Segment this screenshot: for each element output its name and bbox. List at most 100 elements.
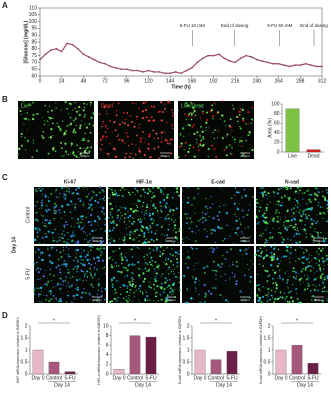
cell-signal xyxy=(128,281,131,284)
cell-signal xyxy=(44,232,47,235)
cell-signal xyxy=(126,135,130,138)
cell-signal xyxy=(313,242,315,244)
y-tick-label: 2 xyxy=(106,362,109,368)
cell-signal xyxy=(288,251,290,253)
cell-signal xyxy=(32,139,34,141)
cell-signal xyxy=(128,294,130,297)
cell-signal xyxy=(137,191,139,193)
cell-signal xyxy=(178,230,180,233)
micrograph xyxy=(178,101,254,159)
cell-signal xyxy=(166,142,169,145)
cell-signal xyxy=(287,238,289,240)
cell-signal xyxy=(178,216,181,219)
cell-signal xyxy=(251,149,253,151)
cell-signal xyxy=(111,286,114,289)
cell-signal xyxy=(235,280,238,283)
cell-signal xyxy=(80,251,82,253)
cell-signal xyxy=(55,286,57,288)
cell-signal xyxy=(102,135,105,138)
column-label: N-cad xyxy=(285,179,299,185)
cell-signal xyxy=(145,116,148,119)
cell-signal xyxy=(153,119,156,122)
cell-signal xyxy=(36,235,39,238)
cell-signal xyxy=(133,203,135,205)
cell-signal xyxy=(102,240,105,242)
cell-signal xyxy=(284,297,286,300)
cell-signal xyxy=(33,262,35,265)
cell-signal xyxy=(91,238,93,240)
cell-signal xyxy=(318,243,321,245)
x-tick-label: 24 xyxy=(59,78,65,84)
cell-signal xyxy=(200,125,202,128)
cell-signal xyxy=(210,251,212,253)
cell-signal xyxy=(97,289,100,292)
cell-signal xyxy=(295,241,298,244)
cell-signal xyxy=(302,251,305,254)
cell-signal xyxy=(160,275,162,277)
cell-signal xyxy=(104,223,106,226)
cell-signal xyxy=(74,207,76,209)
cell-signal xyxy=(123,221,126,223)
cell-signal xyxy=(65,265,68,268)
cell-signal xyxy=(120,301,122,303)
cell-signal xyxy=(37,278,39,280)
cell-signal xyxy=(174,289,176,291)
cell-signal xyxy=(242,291,244,293)
cell-signal xyxy=(231,272,234,274)
x-tick-label: 48 xyxy=(81,78,87,84)
cell-signal xyxy=(270,218,272,220)
cell-signal xyxy=(84,273,86,275)
cell-signal xyxy=(323,286,326,289)
cell-signal xyxy=(316,270,318,272)
cell-signal xyxy=(291,224,293,227)
cell-signal xyxy=(131,116,133,118)
cell-signal xyxy=(150,263,153,266)
cell-signal xyxy=(135,228,137,230)
cell-signal xyxy=(162,198,166,202)
cell-signal xyxy=(90,224,93,227)
cell-signal xyxy=(147,135,150,137)
cell-signal xyxy=(243,298,245,300)
x-tick-label: 5-FU xyxy=(226,375,238,381)
cell-signal xyxy=(188,113,191,115)
cell-signal xyxy=(140,224,143,227)
cell-signal xyxy=(97,297,99,300)
cell-signal xyxy=(89,249,92,252)
cell-signal xyxy=(46,120,49,122)
cell-signal xyxy=(178,272,180,273)
cell-signal xyxy=(276,265,279,268)
cell-signal xyxy=(217,111,220,114)
cell-signal xyxy=(144,191,146,194)
cell-signal xyxy=(314,228,316,230)
cell-signal xyxy=(274,290,277,293)
cell-signal xyxy=(41,258,44,262)
cell-signal xyxy=(247,123,249,125)
cell-signal xyxy=(108,197,110,199)
cell-signal xyxy=(111,266,114,269)
cell-signal xyxy=(81,218,84,220)
cell-signal xyxy=(107,227,109,229)
cell-signal xyxy=(233,202,236,205)
cell-signal xyxy=(108,229,110,231)
cell-signal xyxy=(215,103,217,105)
cell-signal xyxy=(198,280,200,282)
cell-signal xyxy=(134,286,136,289)
cell-signal xyxy=(240,136,242,138)
image-label: Live/Dead xyxy=(181,103,204,109)
cell-signal xyxy=(169,102,171,104)
cell-signal xyxy=(119,217,121,219)
cell-signal xyxy=(313,278,316,281)
cell-signal xyxy=(236,120,239,123)
cell-signal xyxy=(193,298,195,300)
cell-signal xyxy=(202,137,205,140)
scale-label: 200µm xyxy=(80,154,90,158)
cell-signal xyxy=(277,219,279,221)
cell-signal xyxy=(75,124,77,126)
cell-signal xyxy=(175,190,178,193)
cell-signal xyxy=(321,257,324,260)
cell-signal xyxy=(37,267,39,269)
cell-signal xyxy=(270,256,274,259)
cell-signal xyxy=(115,114,118,117)
cell-signal xyxy=(97,216,99,218)
group-label: Day 14 xyxy=(135,382,151,388)
